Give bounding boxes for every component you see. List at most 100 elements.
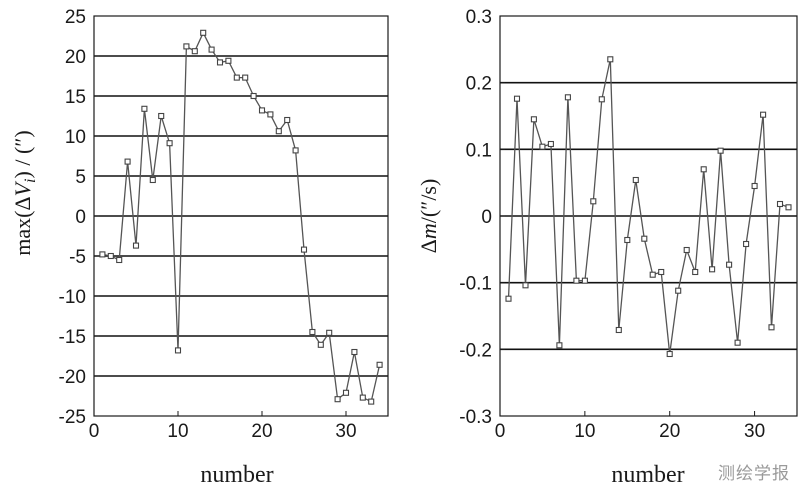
right-data-point xyxy=(522,282,529,289)
left-x-tick-label: 30 xyxy=(335,421,356,442)
right-data-point xyxy=(590,198,597,205)
right-data-point xyxy=(658,268,665,276)
left-data-point xyxy=(284,116,291,124)
right-data-point xyxy=(675,287,682,294)
left-x-tick-label: 0 xyxy=(89,421,100,442)
left-data-point xyxy=(158,112,165,120)
right-data-point xyxy=(632,176,639,184)
left-data-point xyxy=(351,348,358,356)
right-x-tick-label: 0 xyxy=(495,421,506,442)
right-data-point xyxy=(776,200,784,208)
right-y-tick-label: -0.2 xyxy=(459,340,492,361)
right-data-point xyxy=(615,326,622,334)
left-data-point xyxy=(208,46,215,53)
left-data-point xyxy=(317,341,324,348)
left-data-point xyxy=(334,396,341,403)
left-data-point xyxy=(359,394,366,401)
left-data-point xyxy=(267,111,274,118)
left-data-point xyxy=(132,242,140,249)
right-data-point xyxy=(598,96,605,103)
right-data-point xyxy=(743,240,750,248)
left-data-point xyxy=(116,256,123,264)
right-y-tick-label: 0.2 xyxy=(466,74,492,95)
left-y-tick-label: 10 xyxy=(65,127,86,148)
left-series-line xyxy=(102,31,381,403)
right-data-point xyxy=(700,166,707,173)
left-y-tick-label: 15 xyxy=(65,87,86,108)
right-data-point xyxy=(649,271,656,278)
right-y-tick-label: 0.3 xyxy=(466,7,492,28)
right-data-point xyxy=(539,143,546,150)
right-series-line xyxy=(507,59,789,355)
right-x-tick-label: 20 xyxy=(659,421,680,442)
right-data-point xyxy=(624,236,631,244)
left-data-point xyxy=(107,252,114,260)
right-ylabel-part-2: m xyxy=(416,223,441,239)
right-y-axis-label: Δm/(″/s) xyxy=(416,179,441,254)
right-x-tick-label: 30 xyxy=(744,421,765,442)
right-data-point xyxy=(607,56,614,63)
left-y-axis-label: max(ΔVi) / (″) xyxy=(10,130,39,256)
right-data-point xyxy=(726,261,733,268)
right-data-point xyxy=(734,339,741,346)
left-y-tick-label: 5 xyxy=(75,167,86,188)
right-data-point xyxy=(785,204,792,211)
right-y-tick-label: 0 xyxy=(481,207,492,228)
left-data-point xyxy=(174,347,182,354)
left-data-point xyxy=(166,140,173,147)
right-data-point xyxy=(768,324,775,331)
left-y-tick-label: 0 xyxy=(75,207,86,228)
left-data-point xyxy=(183,43,190,50)
left-data-point xyxy=(368,398,375,405)
right-y-tick-label: -0.3 xyxy=(459,407,492,428)
left-y-tick-label: 20 xyxy=(65,47,86,68)
right-data-point xyxy=(760,111,767,118)
left-y-tick-label: -5 xyxy=(69,247,86,268)
left-y-tick-label: -20 xyxy=(59,367,86,388)
right-panel: -0.3 -0.2 -0.1 0 0.1 0.2 0.3 0 10 20 30 xyxy=(459,7,798,442)
left-data-point xyxy=(258,107,266,114)
left-panel: -25 -20 -15 -10 -5 0 5 10 15 20 25 0 10 20 30 xyxy=(59,7,389,442)
left-data-point xyxy=(309,328,316,336)
left-data-point xyxy=(225,57,232,64)
left-data-point xyxy=(141,105,148,112)
right-ylabel-part-1: Δ xyxy=(416,239,441,253)
left-x-tick-label: 20 xyxy=(251,421,272,442)
left-data-point xyxy=(292,147,299,154)
right-data-point xyxy=(581,277,588,284)
right-data-point xyxy=(751,182,758,190)
left-data-point xyxy=(326,329,333,336)
right-data-point xyxy=(564,94,571,101)
right-data-point xyxy=(556,342,563,349)
left-y-tick-label: -25 xyxy=(59,407,86,428)
right-data-point xyxy=(641,235,648,242)
right-data-point xyxy=(683,246,690,254)
left-data-point xyxy=(124,158,131,165)
right-x-axis-label: number xyxy=(611,462,684,488)
left-data-point xyxy=(200,29,207,36)
left-ylabel-part-4: i xyxy=(22,179,39,183)
left-data-point xyxy=(233,74,240,81)
right-y-tick-label: -0.1 xyxy=(459,274,492,295)
watermark-logo: 测绘学报 xyxy=(718,464,790,484)
left-data-point xyxy=(191,48,198,55)
left-data-point xyxy=(275,128,282,135)
right-data-point xyxy=(666,350,673,358)
right-y-tick-label: 0.1 xyxy=(466,140,492,161)
left-ylabel-part-5: ) / (″) xyxy=(10,130,35,178)
right-data-point xyxy=(573,277,580,284)
right-data-point xyxy=(530,116,537,123)
right-data-point xyxy=(717,147,724,154)
left-ylabel-part-3: V xyxy=(10,180,35,196)
left-x-axis-label: number xyxy=(200,462,273,488)
left-y-tick-label: 25 xyxy=(65,7,86,28)
left-ylabel-part-1: max( xyxy=(10,211,35,256)
left-data-point xyxy=(149,176,156,184)
right-ylabel-part-3: /(″/s) xyxy=(416,179,441,224)
left-data-point xyxy=(216,59,224,66)
left-data-point xyxy=(342,389,350,396)
right-x-tick-label: 10 xyxy=(574,421,595,442)
left-data-point xyxy=(300,246,308,253)
right-data-point xyxy=(505,295,512,302)
